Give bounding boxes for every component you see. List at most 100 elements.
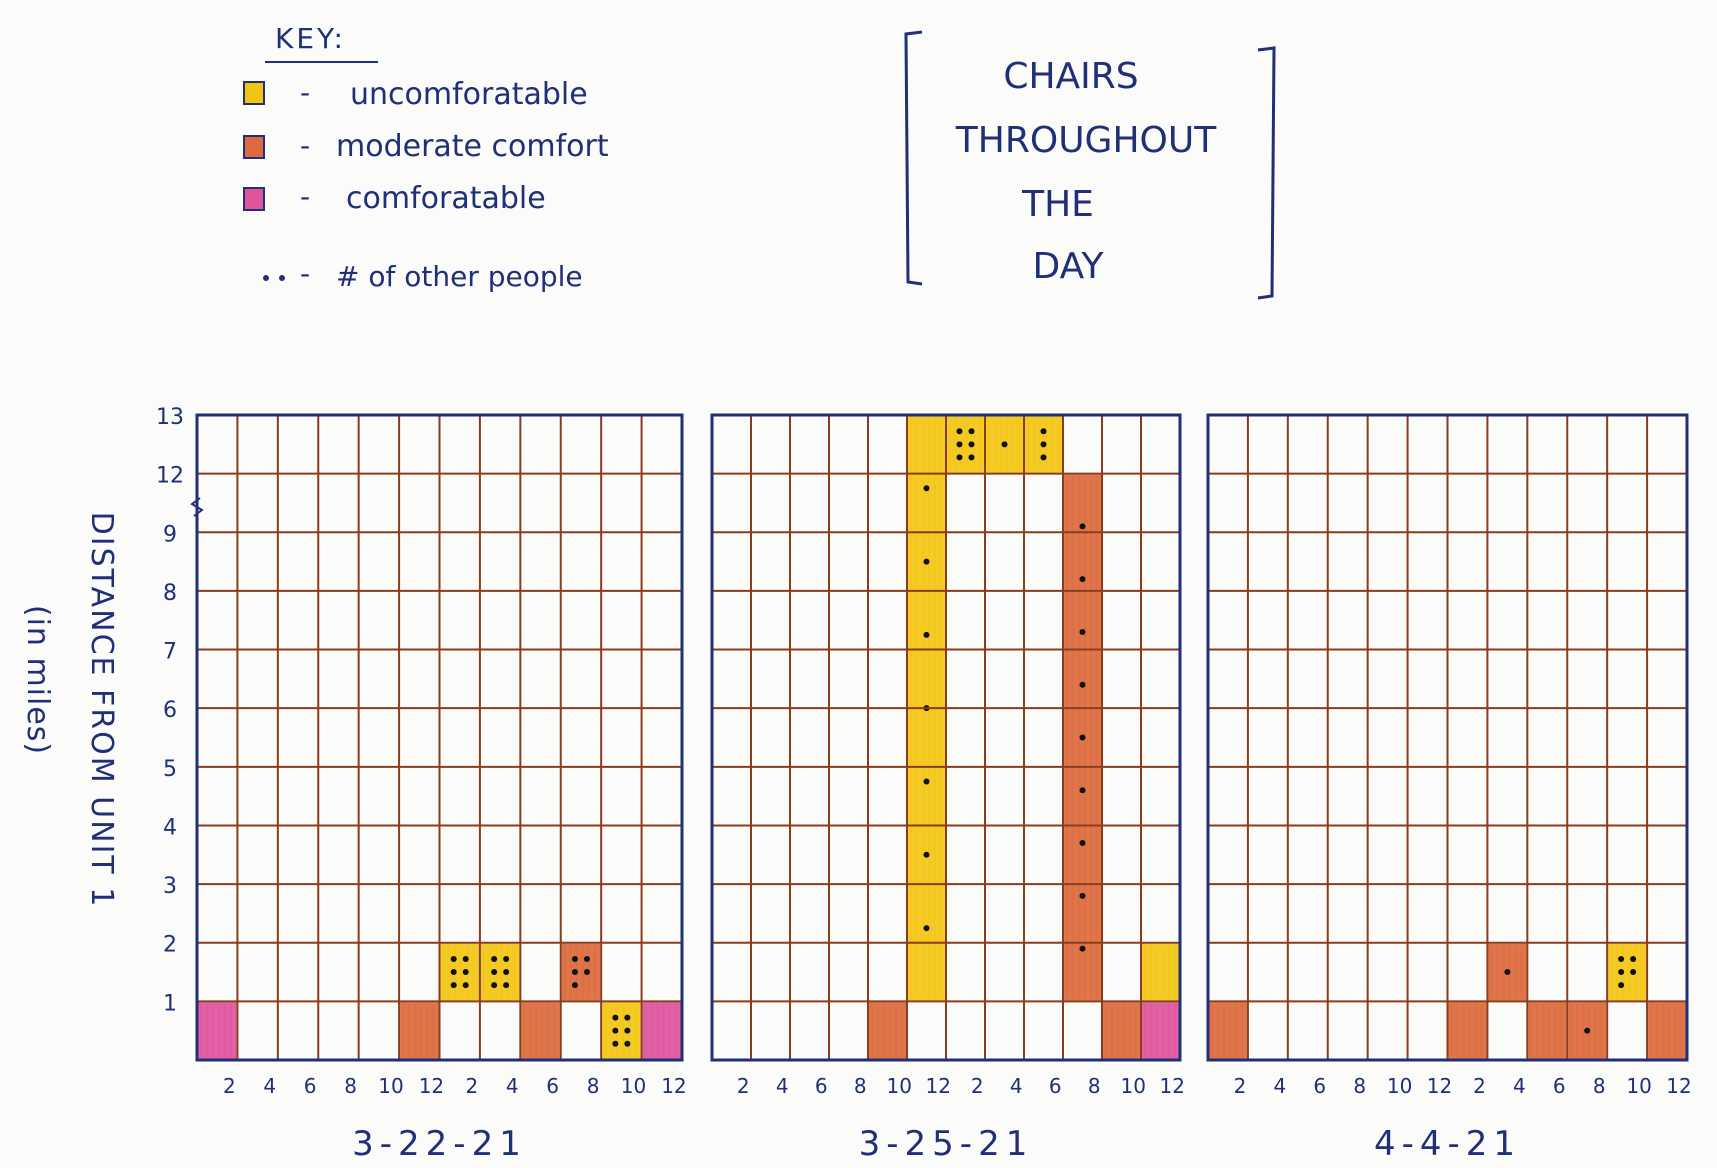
y-tick-label: 8 [163,581,177,606]
y-tick-label: 12 [156,464,184,489]
x-tick-label: 2 [1473,1074,1486,1098]
person-dot [968,454,975,461]
legend-dash: - [300,257,310,290]
y-tick-label: 13 [156,405,184,430]
person-dot [923,778,930,785]
y-tick-label: 9 [163,522,177,547]
x-tick-label: 12 [925,1074,950,1098]
y-tick-label: 3 [163,874,177,899]
bar-moderate [1528,1002,1567,1059]
legend-label-comfortable: comforatable [346,181,546,216]
panel-4-4-21: 2 4 6 8 10 12 2 4 6 8 10 12 4-4-21 [1206,413,1692,1164]
bar-uncomfortable [1608,943,1647,1001]
person-dot [956,441,963,448]
panel-frame [1206,413,1689,1062]
legend-dash: - [300,180,310,213]
person-dot [462,982,469,989]
title-line-1: CHAIRS [1003,56,1138,97]
person-dot [612,1027,619,1034]
x-tick-label: 4 [776,1074,789,1098]
legend-dot [263,275,269,281]
person-dot [956,428,963,435]
person-dot [462,969,469,976]
x-tick-label: 10 [1120,1074,1145,1098]
y-axis-sublabel: (in miles) [20,605,55,755]
person-dot [462,956,469,963]
x-tick-label: 6 [815,1074,828,1098]
bar-moderate [869,1002,906,1059]
person-dot [450,982,457,989]
legend-label-dots: # of other people [336,260,583,293]
chart-title: CHAIRS THROUGHOUT THE DAY [904,30,1276,300]
person-dot [1079,681,1086,688]
person-dot [612,1014,619,1021]
x-tick-label: 8 [1353,1074,1366,1098]
panel-frame [195,413,684,1062]
person-dot [450,956,457,963]
person-dot [1079,576,1086,583]
legend-dash: - [300,129,310,162]
legend-dot [279,275,285,281]
legend-heading: KEY: [275,22,346,55]
person-dot [1618,956,1625,963]
person-dot [1630,956,1637,963]
person-dot [503,969,510,976]
person-dot [956,454,963,461]
legend-label-uncomfortable: uncomforatable [350,77,588,112]
x-tick-label: 6 [1049,1074,1062,1098]
person-dot [503,982,510,989]
x-tick-label: 6 [1553,1074,1566,1098]
person-dot [1504,969,1511,976]
x-tick-label: 10 [1387,1074,1412,1098]
y-tick-label: 6 [163,698,177,723]
person-dot [923,631,930,638]
x-tick-label: 2 [465,1074,478,1098]
x-tick-label: 12 [1427,1074,1452,1098]
panel-date-label: 4-4-21 [1374,1124,1521,1164]
person-dot [968,441,975,448]
y-tick-label: 5 [163,757,177,782]
person-dot [624,1040,631,1047]
person-dot [1040,428,1047,435]
x-tick-label: 2 [737,1074,750,1098]
y-tick-label: 1 [163,991,177,1016]
x-tick-label: 8 [587,1074,600,1098]
x-tick-label: 2 [971,1074,984,1098]
person-dot [1079,787,1086,794]
person-dot [571,982,578,989]
person-dot [583,956,590,963]
person-dot [583,969,590,976]
x-tick-label: 8 [1088,1074,1101,1098]
person-dot [923,851,930,858]
x-tick-label: 12 [1666,1074,1691,1098]
legend-swatch-moderate [243,135,265,159]
x-tick-label: 12 [419,1074,444,1098]
x-tick-label: 8 [1593,1074,1606,1098]
y-axis-label: DISTANCE FROM UNIT 1 [84,512,119,909]
person-dot [1079,734,1086,741]
person-dot [571,969,578,976]
bar-moderate [1103,1002,1140,1059]
person-dot [1079,892,1086,899]
legend-label-moderate: moderate comfort [336,129,609,164]
x-tick-label: 12 [1159,1074,1184,1098]
title-bracket-right [1257,46,1276,300]
title-line-2: THROUGHOUT [955,120,1217,161]
panel-3-25-21: 2 4 6 8 10 12 2 4 6 8 10 12 3-25-21 [710,413,1185,1164]
x-tick-label: 4 [506,1074,519,1098]
x-tick-label: 8 [854,1074,867,1098]
person-dot [1001,441,1008,448]
person-dot [1584,1027,1591,1034]
person-dot [1079,628,1086,635]
x-tick-label: 2 [1234,1074,1247,1098]
x-tick-label: 2 [223,1074,236,1098]
title-line-4: DAY [1033,246,1105,287]
person-dot [624,1014,631,1021]
person-dot [503,956,510,963]
person-dot [1079,945,1086,952]
bar-uncomfortable [1142,943,1179,1001]
panel-frame [710,413,1182,1062]
person-dot [968,428,975,435]
legend: KEY: - uncomforatable - moderate comfort… [243,22,609,293]
bar-comfortable [1142,1002,1179,1059]
